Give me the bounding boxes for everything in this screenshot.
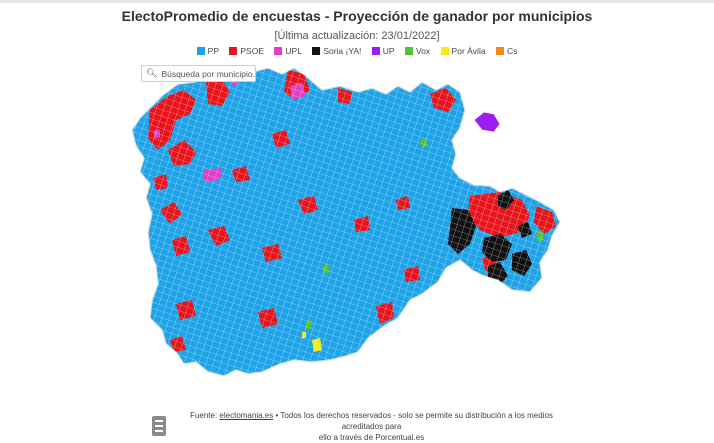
search-icon: 🔍︎ [146,68,158,78]
legend-swatch-soria-ya [312,47,321,55]
footer-rights-text: • Todos los derechos reservados - solo s… [273,410,553,431]
electomania-logo-icon [152,416,166,436]
legend-label-upl: UPL [285,46,302,56]
legend-item-vox[interactable]: Vox [404,46,431,56]
footer-source-link[interactable]: electomania.es [219,410,274,420]
legend-swatch-upl [274,47,283,55]
legend-item-pp[interactable]: PP [196,46,220,56]
top-strip [0,0,714,3]
legend-label-up: UP [382,46,395,56]
legend-label-psoe: PSOE [240,46,265,56]
legend-swatch-cs [495,47,504,55]
legend-label-vox: Vox [415,46,431,56]
legend-label-soria-ya: Soria ¡YA! [323,46,362,56]
legend-label-cs: Cs [506,46,518,56]
legend-label-por-avila: Por Ávila [451,46,486,56]
legend-swatch-vox [404,47,413,55]
footer-source-prefix: Fuente: [190,410,220,420]
legend-item-cs[interactable]: Cs [495,46,518,56]
footer-distribution-text: ello a través de Porcentual.es [318,432,425,442]
region-castilla-y-leon [131,67,561,377]
municipality-search-box[interactable]: 🔍︎ [141,65,257,82]
legend-item-soria-ya[interactable]: Soria ¡YA! [312,46,361,56]
legend-swatch-up [371,47,380,55]
legend-item-psoe[interactable]: PSOE [229,46,264,56]
legend-swatch-por-avila [440,47,449,55]
legend: PP PSOE UPL Soria ¡YA! UP Vox Por Ávila … [0,46,714,56]
municipal-borders [132,68,560,376]
footer: Fuente: electomania.es • Todos los derec… [150,410,570,443]
municipality-search-input[interactable] [161,68,257,79]
region-outline [131,67,561,377]
legend-item-por-avila[interactable]: Por Ávila [440,46,486,56]
legend-swatch-psoe [229,47,238,55]
page-title: ElectoPromedio de encuestas - Proyección… [121,8,593,24]
last-update-label: [Última actualización: 23/01/2022] [274,30,440,42]
up-enclave-trevino [473,111,501,133]
footer-text: Fuente: electomania.es • Todos los derec… [174,410,569,443]
legend-item-upl[interactable]: UPL [274,46,302,56]
legend-item-up[interactable]: UP [371,46,395,56]
legend-label-pp: PP [207,46,220,56]
legend-swatch-pp [196,47,205,55]
